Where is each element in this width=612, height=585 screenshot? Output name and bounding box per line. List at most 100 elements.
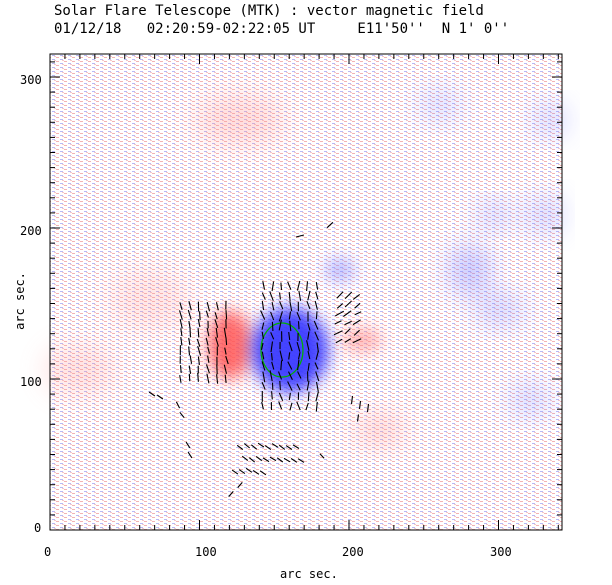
field-vector: [180, 328, 183, 337]
field-vector: [241, 455, 249, 461]
field-vector: [262, 280, 266, 290]
field-vector: [315, 401, 318, 412]
field-vector: [248, 457, 256, 463]
title-line-2: 01/12/18 02:20:59-02:22:05 UT E11'50'' N…: [54, 21, 510, 37]
field-vector: [270, 353, 273, 361]
field-vector: [354, 311, 362, 316]
field-vector: [262, 371, 266, 383]
field-vector: [352, 338, 362, 344]
field-vector: [185, 441, 191, 449]
field-vector: [261, 292, 266, 300]
field-vector: [261, 361, 266, 371]
field-vector: [296, 341, 301, 352]
field-vector: [187, 451, 193, 459]
axis-ticks: [49, 54, 562, 531]
field-vector: [285, 445, 293, 450]
field-vector: [277, 371, 283, 380]
field-vector: [315, 371, 320, 382]
field-vector: [255, 455, 263, 462]
field-vector: [289, 320, 292, 332]
field-vector: [214, 319, 219, 328]
field-vector: [315, 391, 319, 402]
field-vector: [271, 301, 275, 311]
field-vector: [270, 332, 275, 340]
field-vector: [278, 311, 283, 322]
plot-frame: [49, 53, 563, 531]
field-vector: [288, 352, 291, 360]
field-vector: [296, 401, 301, 411]
field-vector: [214, 312, 218, 320]
field-vector: [307, 322, 311, 331]
field-vector: [206, 301, 211, 312]
field-vector: [297, 352, 301, 360]
field-vector: [315, 381, 319, 392]
field-vector: [206, 373, 210, 384]
field-vector: [354, 302, 361, 309]
field-vector: [315, 291, 319, 300]
field-vector: [288, 292, 291, 302]
field-vector: [269, 456, 277, 462]
field-vector: [307, 350, 311, 360]
field-vector: [335, 310, 345, 317]
field-vector: [314, 362, 319, 370]
field-vector: [289, 402, 293, 411]
field-vector: [326, 221, 334, 229]
field-vector: [290, 458, 298, 463]
field-vector: [306, 301, 311, 310]
field-vector: [288, 341, 293, 352]
field-vector: [297, 371, 302, 379]
field-vector: [271, 443, 279, 448]
field-vector: [259, 470, 267, 476]
field-vector: [356, 414, 360, 422]
field-vector: [261, 351, 265, 360]
field-vector: [179, 365, 182, 374]
field-vector: [279, 292, 281, 300]
field-vector: [187, 309, 192, 320]
y-tick-label: 200: [20, 224, 42, 238]
field-vector: [280, 360, 283, 371]
field-vector: [306, 281, 309, 292]
field-vector: [276, 457, 284, 463]
field-vector: [353, 329, 360, 336]
field-vector: [315, 282, 319, 290]
field-vector: [278, 392, 284, 402]
field-vector: [228, 491, 234, 497]
field-vector: [288, 332, 291, 340]
field-vector: [207, 346, 211, 354]
field-vector: [342, 310, 352, 317]
field-vector: [296, 383, 301, 391]
field-vector: [175, 401, 181, 409]
field-vector: [196, 338, 201, 347]
field-vector: [316, 342, 319, 352]
field-vector: [215, 327, 219, 338]
title-line-1: Solar Flare Telescope (MTK) : vector mag…: [54, 3, 484, 19]
field-vector: [188, 337, 191, 346]
field-vector: [344, 338, 352, 343]
field-vector: [279, 380, 281, 391]
field-vector: [344, 300, 352, 308]
field-vector: [307, 331, 310, 340]
field-vector: [314, 300, 318, 310]
field-vector: [250, 444, 258, 450]
field-vector: [215, 337, 219, 347]
field-vector: [271, 281, 275, 292]
y-axis-label: arc sec.: [13, 272, 27, 330]
field-vector: [296, 280, 301, 291]
field-vector: [314, 331, 320, 341]
field-vector: [313, 320, 319, 330]
field-vector: [188, 373, 191, 382]
field-vector: [297, 458, 305, 463]
field-vector: [297, 359, 300, 371]
field-vector: [178, 310, 183, 320]
field-vector: [231, 469, 239, 475]
field-vector: [261, 300, 265, 311]
field-vector: [315, 350, 319, 360]
field-vector: [306, 380, 310, 391]
field-vector: [287, 281, 292, 290]
field-vector: [352, 319, 361, 326]
field-vector: [260, 342, 264, 351]
field-vector: [216, 374, 219, 384]
field-vector: [307, 290, 311, 301]
field-vector: [261, 322, 265, 330]
x-tick-label: 300: [490, 545, 512, 559]
